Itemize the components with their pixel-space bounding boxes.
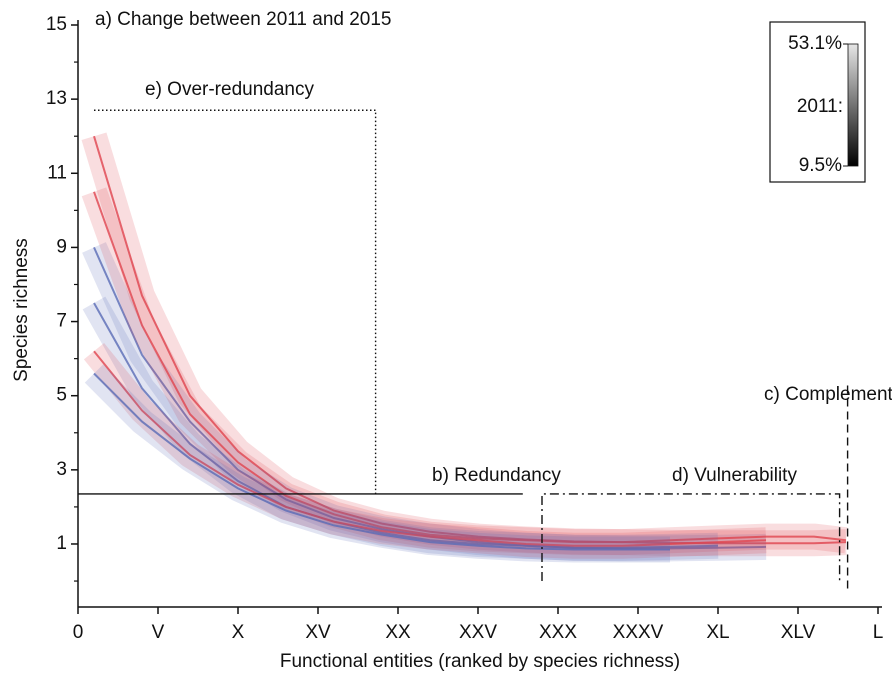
y-tick-label: 3 bbox=[56, 459, 67, 480]
x-tick-label: XL bbox=[706, 622, 729, 643]
x-tick-label: XXV bbox=[459, 622, 497, 643]
colorbar-tick-label: 53.1% bbox=[788, 33, 842, 54]
x-tick-label: XV bbox=[305, 622, 331, 643]
y-tick-label: 7 bbox=[56, 311, 67, 332]
series-band bbox=[82, 296, 719, 561]
x-tick-label: V bbox=[152, 622, 165, 643]
x-tick-label: XXX bbox=[539, 622, 577, 643]
colorbar-label: 2011: bbox=[797, 96, 843, 117]
y-tick-label: 9 bbox=[56, 236, 67, 257]
plot-area bbox=[81, 132, 848, 563]
y-tick-label: 11 bbox=[47, 162, 67, 183]
chart-title: a) Change between 2011 and 2015 bbox=[95, 9, 392, 30]
series-line bbox=[93, 372, 670, 551]
y-axis-title: Species richness bbox=[11, 238, 32, 382]
y-tick-label: 1 bbox=[56, 533, 67, 554]
annotation-label: d) Vulnerability bbox=[672, 465, 797, 486]
annotation-label: b) Redundancy bbox=[432, 465, 561, 486]
annotation-label: e) Over-redundancy bbox=[145, 79, 314, 100]
series-line bbox=[93, 191, 847, 544]
colorbar-tick-label: 9.5% bbox=[799, 155, 842, 176]
colorbar bbox=[847, 43, 859, 167]
x-tick-label: XLV bbox=[781, 622, 816, 643]
x-axis-title: Functional entities (ranked by species r… bbox=[280, 651, 680, 672]
y-tick-label: 5 bbox=[56, 385, 67, 406]
x-tick-label: 0 bbox=[73, 622, 84, 643]
series-line bbox=[93, 350, 767, 547]
x-tick-label: L bbox=[873, 622, 884, 643]
series-line bbox=[93, 302, 719, 549]
x-tick-label: XX bbox=[385, 622, 411, 643]
y-tick-label: 15 bbox=[46, 14, 67, 35]
annotation-line bbox=[541, 493, 841, 582]
y-tick-label: 13 bbox=[46, 88, 67, 109]
x-tick-label: X bbox=[232, 622, 245, 643]
x-tick-label: XXXV bbox=[613, 622, 664, 643]
annotation-label: c) Complementarity bbox=[764, 384, 892, 405]
series-band bbox=[81, 187, 848, 556]
series-line bbox=[93, 135, 847, 545]
annotation-line bbox=[94, 109, 377, 494]
